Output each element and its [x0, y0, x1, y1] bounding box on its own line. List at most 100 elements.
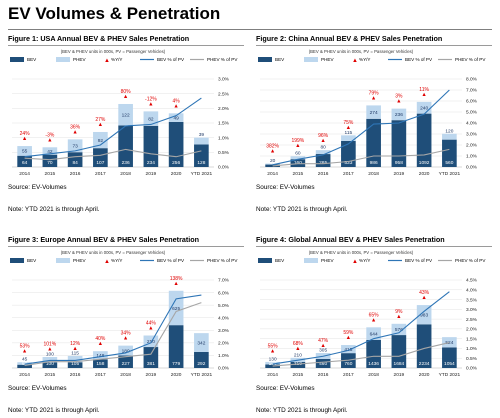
y2-tick-label: 0.5%	[218, 150, 230, 156]
bar-phev	[341, 345, 356, 354]
data-label-bev: 158	[96, 361, 104, 367]
bar-phev	[42, 147, 58, 155]
yy-label: 44%	[146, 320, 157, 326]
note-text: Note: YTD 2021 is through April.	[256, 407, 348, 414]
legend-label-yy: %Y/Y	[111, 258, 123, 263]
data-label-phev: 120	[445, 128, 453, 134]
y2-tick-label: 1.5%	[466, 336, 478, 342]
bar-phev	[442, 133, 457, 140]
data-label-phev: 49	[173, 115, 179, 121]
yy-label: 34%	[121, 331, 132, 337]
bar-bev	[290, 159, 306, 167]
x-tick-label: 2018	[368, 372, 379, 378]
bar-bev	[315, 359, 331, 368]
bar-bev	[118, 125, 133, 167]
bar-bev	[194, 351, 209, 368]
y2-tick-label: 1.0%	[466, 346, 478, 352]
bar-phev	[194, 333, 209, 352]
yy-label: 75%	[343, 120, 354, 126]
yy-label: 11%	[419, 87, 429, 93]
bar-bev	[366, 118, 381, 167]
yy-label: 382%	[266, 144, 279, 150]
yy-marker: ▲	[173, 281, 178, 287]
bar-phev	[391, 108, 407, 121]
bar-phev	[341, 135, 356, 141]
data-label-phev: 45	[22, 357, 28, 363]
bar-phev	[265, 361, 280, 365]
y2-tick-label: 1.5%	[218, 121, 230, 127]
legend-label-phev: PHEV	[73, 258, 86, 263]
y2-tick-label: 4.0%	[466, 121, 478, 127]
line-bev-pct	[272, 291, 450, 365]
note-text: Note: YTD 2021 is through April.	[8, 206, 100, 213]
x-tick-label: 2019	[394, 171, 405, 177]
yy-marker: ▲	[98, 341, 103, 347]
y2-tick-label: 7.0%	[218, 278, 230, 284]
data-label-phev: 305	[319, 348, 327, 354]
x-tick-label: 2019	[146, 171, 157, 177]
yy-marker: ▲	[371, 95, 376, 101]
data-label-phev: 240	[420, 106, 428, 112]
x-tick-label: YTD 2021	[439, 171, 461, 177]
data-label-phev: 92	[98, 138, 104, 144]
bar-bev	[17, 364, 32, 368]
legend-label-bev-pct: BEV % of PV	[157, 57, 185, 62]
yy-marker: ▲	[295, 346, 300, 352]
x-tick-label: 2017	[343, 171, 354, 177]
bar-bev	[366, 339, 381, 368]
bar-phev	[17, 362, 32, 365]
data-label-bev: 560	[445, 160, 453, 166]
data-label-phev: 100	[46, 352, 54, 358]
data-label-phev: 148	[96, 353, 104, 359]
yy-marker: ▲	[320, 343, 325, 349]
x-tick-label: 2017	[95, 171, 106, 177]
yy-label: 138%	[170, 276, 183, 282]
y2-tick-label: 0.0%	[466, 366, 478, 372]
x-tick-label: 2015	[293, 372, 304, 378]
data-label-phev: 115	[71, 350, 79, 356]
data-label-bev: 128	[197, 160, 205, 166]
line-bev-pct	[272, 89, 450, 166]
x-tick-label: 2018	[120, 372, 131, 378]
data-label-phev: 210	[294, 352, 302, 358]
bar-bev	[416, 324, 432, 368]
chart-subtitle: (BEV & PHEV units in 000s, PV = Passenge…	[61, 49, 166, 54]
data-label-bev: 2234	[419, 361, 430, 367]
x-tick-label: 2014	[19, 372, 30, 378]
legend-label-yy: %Y/Y	[359, 57, 371, 62]
data-label-bev: 1436	[368, 361, 379, 367]
figure-divider	[8, 45, 244, 46]
bar-bev	[93, 148, 108, 167]
data-label-phev: 274	[370, 110, 378, 116]
x-tick-label: 2020	[171, 171, 182, 177]
yy-label: 24%	[20, 131, 31, 137]
bar-bev	[67, 152, 83, 167]
bar-bev	[42, 362, 58, 368]
data-label-bev: 1684	[394, 361, 405, 367]
bar-phev	[265, 163, 280, 165]
y2-tick-label: 3.0%	[466, 307, 478, 313]
y2-tick-label: 2.0%	[466, 143, 478, 149]
data-label-bev: 265	[319, 160, 327, 166]
y2-tick-label: 3.0%	[218, 328, 230, 334]
legend-swatch-bev	[10, 57, 24, 62]
legend-swatch-phev	[56, 258, 70, 263]
yy-marker: ▲	[371, 317, 376, 323]
y2-tick-label: 3.0%	[466, 132, 478, 138]
yy-marker: ▲	[123, 94, 128, 100]
bar-phev	[290, 156, 306, 160]
data-label-phev: 82	[148, 116, 154, 122]
bar-bev	[118, 355, 133, 368]
y2-tick-label: 0.0%	[466, 165, 478, 171]
data-label-bev: 107	[96, 160, 104, 166]
yy-marker: ▲	[22, 349, 27, 355]
legend-swatch-phev	[56, 57, 70, 62]
x-tick-label: YTD 2021	[439, 372, 461, 378]
usa-chart: (BEV & PHEV units in 000s, PV = Passenge…	[10, 49, 238, 177]
y2-tick-label: 8.0%	[466, 77, 478, 83]
data-label-phev: 983	[420, 313, 428, 319]
y2-tick-label: 3.0%	[218, 77, 230, 83]
x-tick-label: YTD 2021	[191, 171, 213, 177]
yy-marker: ▲	[72, 129, 77, 135]
yy-label: 55%	[268, 343, 279, 349]
